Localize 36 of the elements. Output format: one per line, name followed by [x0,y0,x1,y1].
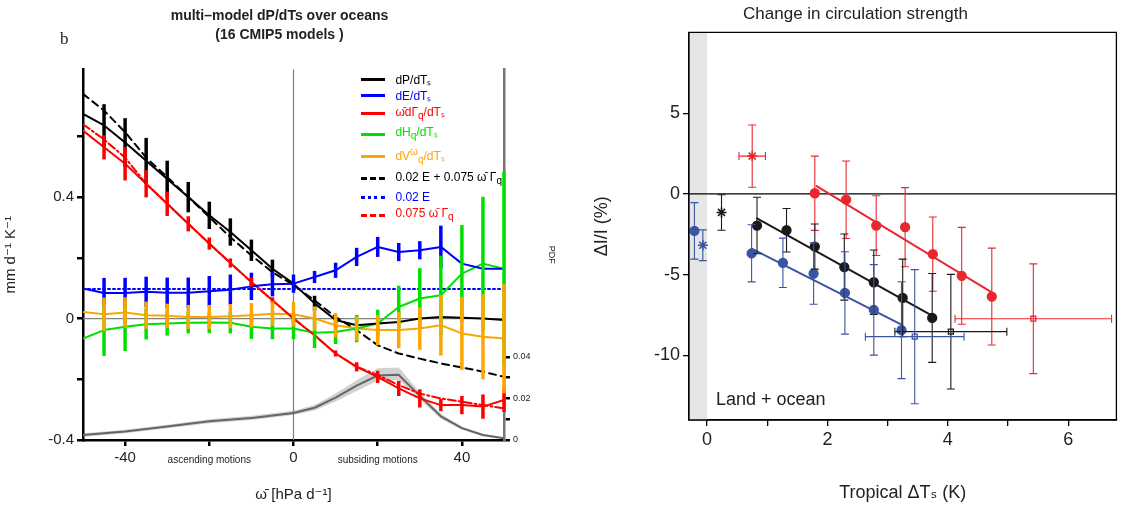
y2-tick-label: 0.02 [513,392,531,403]
legend-label: 0.02 E [395,189,431,206]
y-tick-label: 0 [669,182,680,203]
legend-label: dH$_{q}$/dTₛ [395,124,438,144]
y-axis-title: mm d⁻¹ K⁻¹ [1,216,19,294]
y-tick-label: -5 [663,263,680,284]
x-tick-label: 0 [702,428,713,449]
legend-label: 0.02 E + 0.075 ω̄ Γ$_{q}$ [395,168,502,189]
legend-label: dE/dTₛ [395,87,432,104]
y-tick-label: 0.4 [53,187,74,205]
x-tick-label: 2 [822,428,833,449]
legend-label: dP/dTₛ [395,71,432,88]
y-tick-label: -10 [653,344,680,365]
annotation: Land + ocean [716,388,826,409]
text: b [60,29,69,49]
legend-label: dV$^{ω}$$_{q}$/dTₛ [395,145,445,168]
x-tick-label: 40 [453,448,471,466]
chart-title: multi–model dP/dTs over oceans [170,7,389,24]
legend-label: ω̄dΓ$_{q}$/dTₛ [395,103,445,123]
y-tick-label: -0.4 [48,430,74,448]
x-tick-label: -40 [114,448,136,466]
y-axis-title: ΔI/I (%) [590,196,611,257]
x-tick-label: 6 [1063,428,1074,449]
legend-label: 0.075 ω̄ Γ$_{q}$ [395,205,454,225]
x-axis-title: Tropical ΔTₛ (K) [839,482,967,503]
y2-axis-title: PDF [547,245,558,265]
x-tick-label: 4 [942,428,953,449]
y-tick-label: 0 [65,308,74,326]
chart-subtitle: (16 CMIP5 models ) [215,26,344,43]
text: subsiding motions [337,453,418,465]
x-tick-label: 0 [289,448,298,466]
chart-title: Change in circulation strength [743,3,968,23]
y-tick-label: 5 [669,102,680,123]
y2-tick-label: 0.04 [513,351,531,362]
x-axis-title: ω̄ [hPa d⁻¹] [255,485,332,503]
text: ascending motions [167,453,251,465]
